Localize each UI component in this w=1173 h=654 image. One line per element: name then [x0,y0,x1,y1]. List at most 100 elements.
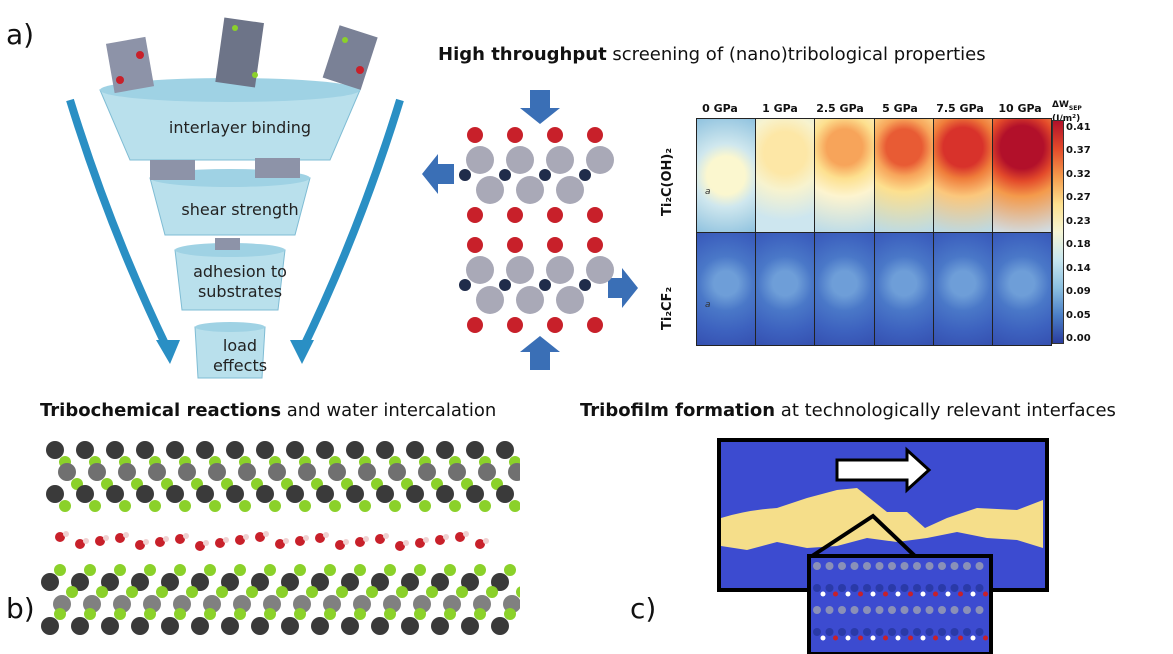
atom-fluorine [264,608,276,620]
atom-fluorine [114,564,126,576]
atom-dark [226,441,244,459]
atom-dark [346,485,364,503]
row-label: Ti₂CF₂ [660,286,675,330]
inset-atom-small [845,591,851,597]
atom-dark [58,463,76,481]
inset-atom-small [958,635,963,641]
colorbar-tick: 0.18 [1066,239,1091,251]
inset-atom [825,562,834,570]
inset-atom-small [933,635,938,641]
water-hydrogen [163,536,169,542]
water-hydrogen [423,537,429,543]
water-oxygen [135,540,145,550]
atom-fluorine [264,564,276,576]
atom-fluorine [89,500,101,512]
atom-fluorine [126,586,138,598]
atom-fluorine [204,564,216,576]
atom-dark [221,617,239,635]
inset-atom [950,628,959,636]
water-hydrogen [303,535,309,541]
heatmap-cell [756,232,815,345]
heatmap-cell [874,232,933,345]
inset-atom-small [858,635,863,641]
atom-dark [161,617,179,635]
colorbar-tick: 0.09 [1066,286,1091,298]
pressure-label: 5 GPa [882,102,918,115]
water-hydrogen [283,538,289,544]
atom-dark [376,441,394,459]
atom-dark [196,441,214,459]
mxene-bilayer-structure [422,90,638,370]
atom-fluorine [144,564,156,576]
inset-atom [900,584,909,592]
atom-dark [478,463,496,481]
inset-atom [838,628,846,636]
atom-dark [71,573,89,591]
inset-atom-small [908,591,913,597]
atom-fluorine [174,564,186,576]
heatmap-cell [815,119,874,232]
atom-fluorine [354,608,366,620]
inset-atom [888,606,896,614]
inset-atom [863,584,871,592]
water-hydrogen [263,531,269,537]
atom-dark [83,595,101,613]
atom-dark [341,573,359,591]
funnel-diagram [66,17,404,379]
atom-dark [106,441,124,459]
atom-dark [131,573,149,591]
atom-dark [328,463,346,481]
atom-fluorine [84,608,96,620]
atom-fluorine [516,586,520,598]
inset-atom [825,628,834,636]
atom-dark [76,441,94,459]
atom-dark [503,595,520,613]
inset-atom-small [833,635,838,641]
atom-dark [346,441,364,459]
atom-dark [461,573,479,591]
inset-atom [888,562,896,570]
atom-dark [46,485,64,503]
inset-atom-small [983,635,988,641]
inset-atom [900,628,909,636]
inset-atom [925,562,934,570]
atom-dark [113,595,131,613]
water-oxygen [115,533,125,543]
atom-fluorine [449,500,461,512]
inset-atom [913,628,921,636]
atom-dark [251,617,269,635]
inset-atom [875,584,884,592]
heatmap-cell [933,232,992,345]
panel-label-a: a) [6,18,35,51]
atom-fluorine [414,564,426,576]
inset-atom-small [895,591,901,597]
water-hydrogen [383,533,389,539]
pressure-label: 10 GPa [998,102,1042,115]
atom-dark [226,485,244,503]
water-hydrogen [463,531,469,537]
atom-dark [473,595,491,613]
atom-dark [256,441,274,459]
atom-dark [191,573,209,591]
atom-dark [256,485,274,503]
water-hydrogen [143,539,149,545]
sliding-arrow-icon [835,446,932,494]
heatmap-cell [992,119,1051,232]
atom-fluorine [179,500,191,512]
colorbar-title: ΔWSEP (J/m²) [1052,100,1082,124]
atom-dark [358,463,376,481]
stage-shear-strength: shear strength [181,200,299,219]
inset-atom [900,562,909,570]
atom-dark [401,573,419,591]
atom-dark [401,617,419,635]
atom-dark [466,441,484,459]
atom-fluorine [209,500,221,512]
water-hydrogen [323,532,329,538]
inset-atom [863,562,871,570]
atom-dark [166,441,184,459]
atom-fluorine [149,500,161,512]
atom-dark [101,617,119,635]
atom-fluorine [306,586,318,598]
atom-fluorine [84,564,96,576]
inset-atom [925,628,934,636]
